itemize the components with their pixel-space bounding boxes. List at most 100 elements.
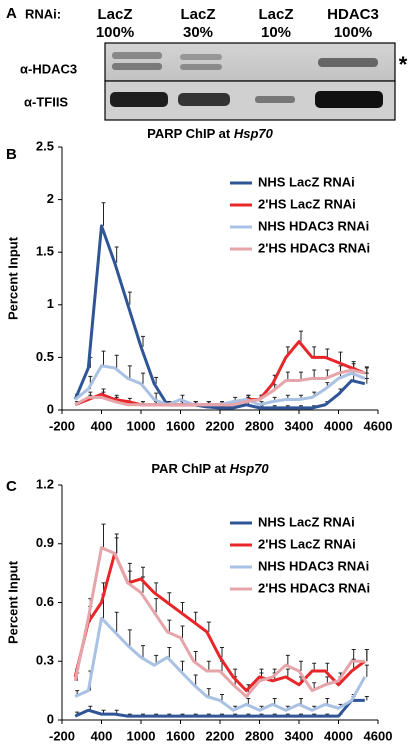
x-tick-label: 3400 [285,418,314,433]
series-line [74,368,366,407]
chart-title: PAR ChIP at Hsp70 [151,461,269,476]
error-bar [167,592,172,603]
error-bar [114,533,119,554]
error-bar [141,335,145,347]
legend-label: 2'HS HDAC3 RNAi [258,580,370,595]
error-bar [154,376,159,384]
error-bar [127,562,132,583]
error-bar [206,688,211,697]
error-bar [220,694,224,701]
lane-name: LacZ [97,6,132,23]
error-bar [285,654,290,666]
x-tick-label: -200 [49,728,75,743]
y-tick-label: 0.3 [36,653,54,668]
series-line [73,546,365,698]
x-tick-label: 3400 [285,728,314,743]
panel-letter: C [6,478,17,495]
legend-label: NHS LacZ RNAi [258,174,355,189]
x-tick-label: -200 [49,418,75,433]
error-bar [141,645,145,658]
legend-label: 2'HS HDAC3 RNAi [258,240,370,255]
y-tick-label: 0 [47,401,54,416]
series-line [74,616,367,712]
x-tick-label: 1600 [166,728,195,743]
y-tick-label: 0.5 [36,349,54,364]
error-bar [364,649,369,662]
legend-label: NHS HDAC3 RNAi [258,218,369,233]
panel-letter: B [6,146,17,163]
lane-name: HDAC3 [327,6,379,23]
y-tick-label: 1.2 [36,476,54,491]
error-bar [167,619,172,632]
x-tick-label: 1600 [166,418,195,433]
error-bar [127,291,132,305]
band-marker: * [399,52,408,77]
error-bar [220,647,224,658]
error-bar [364,696,369,701]
lane-amount: 30% [183,24,213,41]
error-bar [180,625,185,638]
error-bar [325,697,330,705]
error-bar [272,697,277,705]
series-line [73,224,366,410]
error-bar [299,697,303,705]
title-gene: Hsp70 [230,461,270,476]
lane-amount: 100% [334,24,372,41]
error-bar [285,668,290,677]
error-bar [325,662,330,672]
title-gene: Hsp70 [234,126,274,141]
legend-label: NHS LacZ RNAi [258,514,355,529]
x-tick-label: 4000 [324,728,353,743]
error-bar [154,598,159,613]
title-text: PAR ChIP at [151,461,226,476]
error-bar [193,611,198,623]
error-bar [141,372,145,384]
error-bar [127,629,132,646]
lane-name: LacZ [180,6,215,23]
y-tick-label: 2.5 [36,138,54,153]
y-tick-label: 1.5 [36,244,54,259]
y-tick-label: 0.6 [36,594,54,609]
error-bar [101,523,106,548]
error-bar [127,365,132,379]
y-tick-label: 0 [47,711,54,726]
legend-label: NHS HDAC3 RNAi [258,558,369,573]
error-bar [193,674,198,685]
error-bar [114,354,119,368]
x-tick-label: 4600 [364,418,393,433]
lane-amount: 10% [261,24,291,41]
antibody-label: α-TFIIS [24,94,68,109]
error-bar [114,246,119,263]
legend-label: 2'HS LacZ RNAi [258,536,356,551]
error-bar [351,649,356,662]
chart-title: PARP ChIP at Hsp70 [147,126,273,141]
x-tick-label: 2200 [206,418,235,433]
error-bar [299,330,303,342]
error-bar [206,621,211,632]
error-bar [101,202,106,226]
x-tick-label: 2200 [206,728,235,743]
y-tick-label: 1 [47,296,54,311]
x-tick-label: 4000 [324,418,353,433]
x-tick-label: 400 [91,418,113,433]
error-bar [312,346,317,358]
blot-image [104,42,396,121]
x-tick-label: 1000 [127,728,156,743]
lane-amount: 100% [96,24,134,41]
error-bar [154,392,159,400]
x-tick-label: 2800 [245,728,274,743]
error-bar [206,660,211,672]
y-axis-label: Percent Input [5,236,20,320]
error-bar [246,697,251,705]
error-bar [364,372,369,379]
y-axis-label: Percent Input [5,560,20,644]
y-tick-label: 2 [47,191,54,206]
error-bar [101,350,106,366]
x-tick-label: 400 [91,728,113,743]
error-bar [180,660,185,672]
legend-label: 2'HS LacZ RNAi [258,196,356,211]
error-bar [299,660,303,672]
x-tick-label: 2800 [245,418,274,433]
error-bar [193,650,198,662]
